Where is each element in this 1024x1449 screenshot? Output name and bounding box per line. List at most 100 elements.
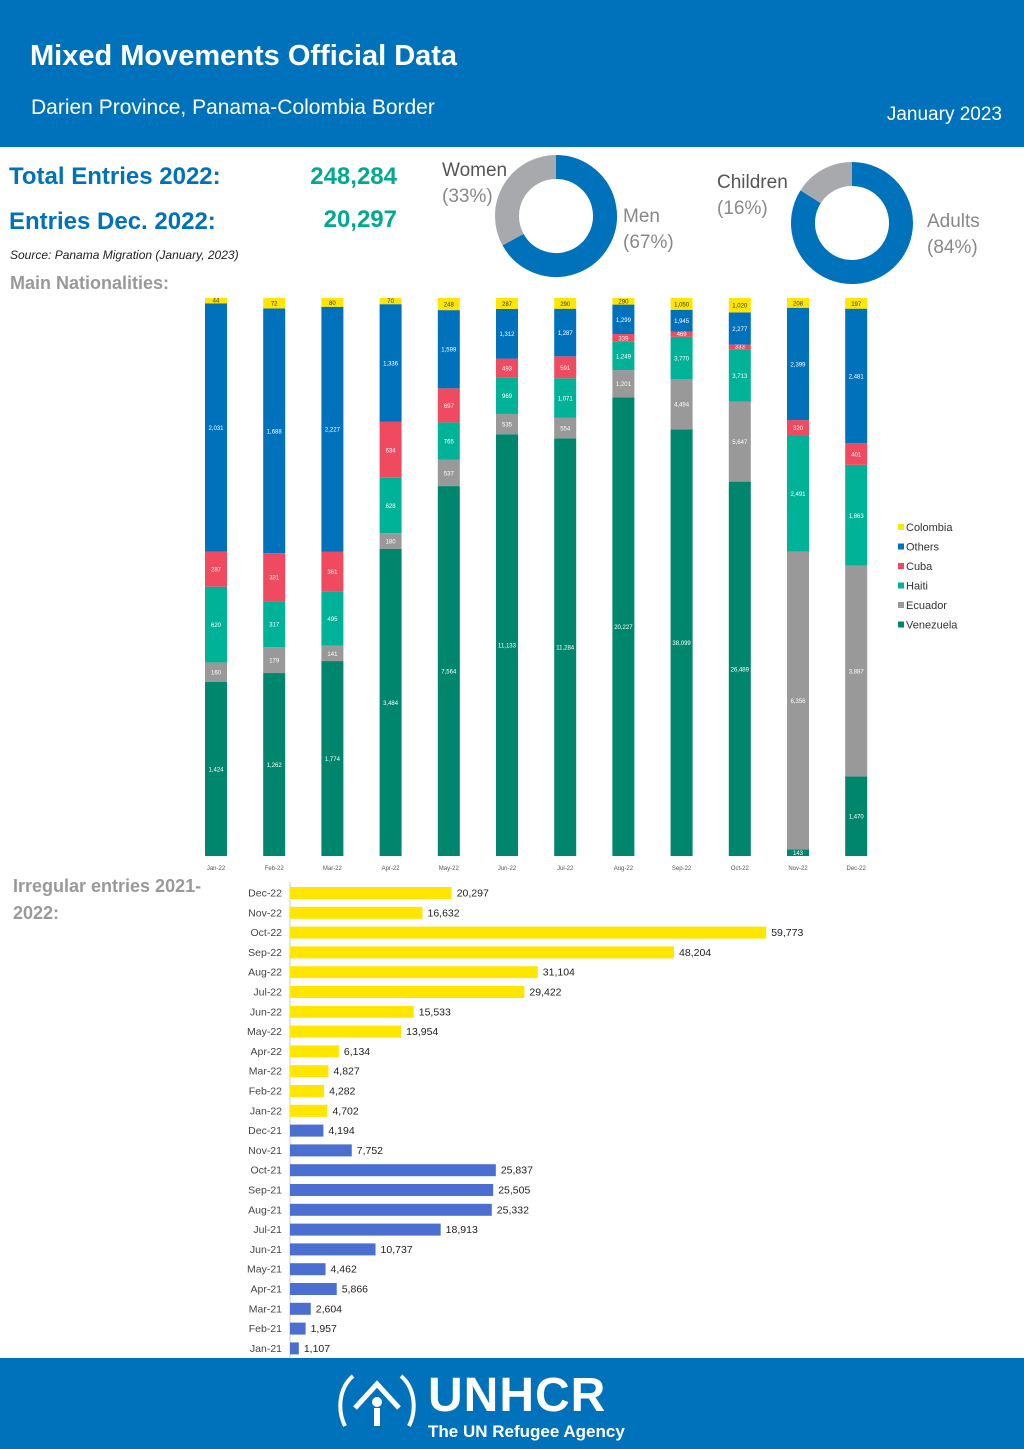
bar-segment-ecuador bbox=[554, 417, 577, 439]
children-slice bbox=[800, 162, 853, 204]
segment-value-label: 361 bbox=[327, 570, 338, 576]
bar-segment-cuba bbox=[321, 551, 344, 592]
bar-segment-colombia bbox=[321, 298, 344, 307]
segment-value-label: 208 bbox=[793, 301, 804, 307]
entries-bar bbox=[290, 966, 538, 979]
segment-value-label: 2,481 bbox=[849, 374, 865, 380]
bar-segment-ecuador bbox=[205, 662, 227, 682]
bar-segment-cuba bbox=[263, 553, 286, 602]
bar-segment-ecuador bbox=[728, 401, 751, 482]
legend-label-others: Others bbox=[906, 542, 940, 554]
bar-segment-others bbox=[728, 312, 751, 345]
legend-label-venezuela: Venezuela bbox=[906, 620, 958, 632]
bar-segment-venezuela bbox=[321, 661, 344, 856]
bar-segment-others bbox=[437, 310, 460, 389]
entries-bar bbox=[290, 1223, 441, 1236]
segment-value-label: 179 bbox=[269, 659, 280, 665]
dec-entries-value: 20,297 bbox=[323, 206, 397, 233]
segment-value-label: 26,489 bbox=[731, 667, 750, 673]
children-pct: (16%) bbox=[717, 198, 768, 219]
age-donut-chart bbox=[791, 162, 913, 284]
entries-bar bbox=[290, 1005, 414, 1018]
segment-value-label: 3,484 bbox=[383, 701, 399, 707]
bar-segment-colombia bbox=[437, 298, 460, 311]
bar-segment-venezuela bbox=[787, 849, 809, 856]
bar-segment-haiti bbox=[496, 377, 518, 414]
bar-segment-cuba bbox=[554, 356, 577, 379]
men-slice bbox=[502, 155, 617, 277]
segment-value-label: 3,713 bbox=[732, 374, 748, 380]
category-label: Jul-21 bbox=[253, 1224, 282, 1236]
category-label: Feb-22 bbox=[249, 1086, 282, 1098]
total-entries-label: Total Entries 2022: bbox=[9, 163, 221, 190]
segment-value-label: 1,470 bbox=[849, 815, 865, 821]
segment-value-label: 591 bbox=[560, 366, 571, 372]
x-tick-label: Sep-22 bbox=[672, 866, 692, 872]
category-label: Oct-21 bbox=[250, 1165, 282, 1177]
category-label: Dec-21 bbox=[248, 1125, 282, 1137]
category-label: Nov-22 bbox=[248, 907, 282, 919]
legend-swatch-colombia bbox=[898, 524, 904, 530]
bar-segment-venezuela bbox=[437, 486, 460, 856]
x-tick-label: May-22 bbox=[439, 866, 460, 872]
total-entries-value: 248,284 bbox=[310, 163, 397, 190]
bar-value-label: 6,134 bbox=[344, 1046, 370, 1058]
bar-segment-cuba bbox=[205, 551, 227, 587]
bar-value-label: 4,194 bbox=[328, 1125, 354, 1137]
entries-bar bbox=[290, 926, 767, 939]
entries-bar bbox=[290, 1065, 329, 1078]
bar-segment-ecuador bbox=[612, 370, 635, 398]
bar-segment-haiti bbox=[670, 336, 693, 380]
bar-segment-colombia bbox=[554, 298, 577, 309]
bar-segment-haiti bbox=[263, 601, 286, 648]
segment-value-label: 535 bbox=[502, 423, 513, 429]
category-label: Mar-22 bbox=[249, 1066, 282, 1078]
bar-segment-cuba bbox=[845, 443, 868, 465]
entries-bar bbox=[290, 1104, 328, 1117]
bar-segment-venezuela bbox=[612, 397, 635, 856]
segment-value-label: 493 bbox=[502, 366, 513, 372]
category-label: Jun-22 bbox=[250, 1006, 282, 1018]
bar-value-label: 20,297 bbox=[457, 888, 489, 900]
bar-segment-ecuador bbox=[321, 645, 344, 662]
category-label: Dec-22 bbox=[248, 888, 282, 900]
category-label: Apr-21 bbox=[250, 1284, 282, 1296]
legend-swatch-others bbox=[898, 543, 904, 550]
bar-segment-ecuador bbox=[787, 551, 809, 850]
entries-bar bbox=[290, 1144, 352, 1157]
bar-segment-ecuador bbox=[437, 459, 460, 487]
adults-pct: (84%) bbox=[927, 237, 978, 258]
bar-segment-others bbox=[263, 308, 286, 554]
bar-segment-venezuela bbox=[728, 481, 751, 856]
bar-segment-others bbox=[612, 304, 635, 335]
nationalities-heading: Main Nationalities: bbox=[10, 273, 170, 293]
x-tick-label: Apr-22 bbox=[382, 866, 401, 872]
bar-segment-haiti bbox=[787, 435, 809, 552]
x-tick-label: Jul-22 bbox=[557, 866, 574, 872]
segment-value-label: 1,945 bbox=[674, 319, 690, 325]
segment-value-label: 11,133 bbox=[498, 644, 517, 650]
x-tick-label: Mar-22 bbox=[323, 866, 343, 872]
segment-value-label: 2,277 bbox=[732, 327, 748, 333]
bar-value-label: 2,604 bbox=[316, 1303, 342, 1315]
bar-segment-venezuela bbox=[379, 548, 402, 856]
page-title: Mixed Movements Official Data bbox=[30, 40, 458, 72]
entries-bar bbox=[290, 1283, 337, 1295]
segment-value-label: 620 bbox=[211, 623, 222, 629]
segment-value-label: 6,356 bbox=[790, 699, 806, 705]
bar-segment-ecuador bbox=[379, 533, 402, 549]
category-label: Feb-21 bbox=[249, 1323, 282, 1335]
bar-value-label: 18,913 bbox=[446, 1224, 478, 1236]
bar-value-label: 4,827 bbox=[333, 1066, 359, 1078]
legend-label-ecuador: Ecuador bbox=[906, 600, 947, 612]
category-label: Jan-21 bbox=[250, 1343, 282, 1355]
entries-bar bbox=[290, 1045, 339, 1058]
bar-segment-ecuador bbox=[845, 565, 868, 777]
unhcr-logo-text: UNHCR bbox=[428, 1369, 607, 1422]
entries-bar bbox=[290, 1342, 299, 1355]
segment-value-label: 197 bbox=[851, 302, 862, 308]
entries-bar bbox=[290, 1124, 324, 1137]
category-label: Aug-22 bbox=[248, 967, 282, 979]
segment-value-label: 2,399 bbox=[790, 362, 806, 368]
bar-segment-others bbox=[845, 308, 868, 444]
